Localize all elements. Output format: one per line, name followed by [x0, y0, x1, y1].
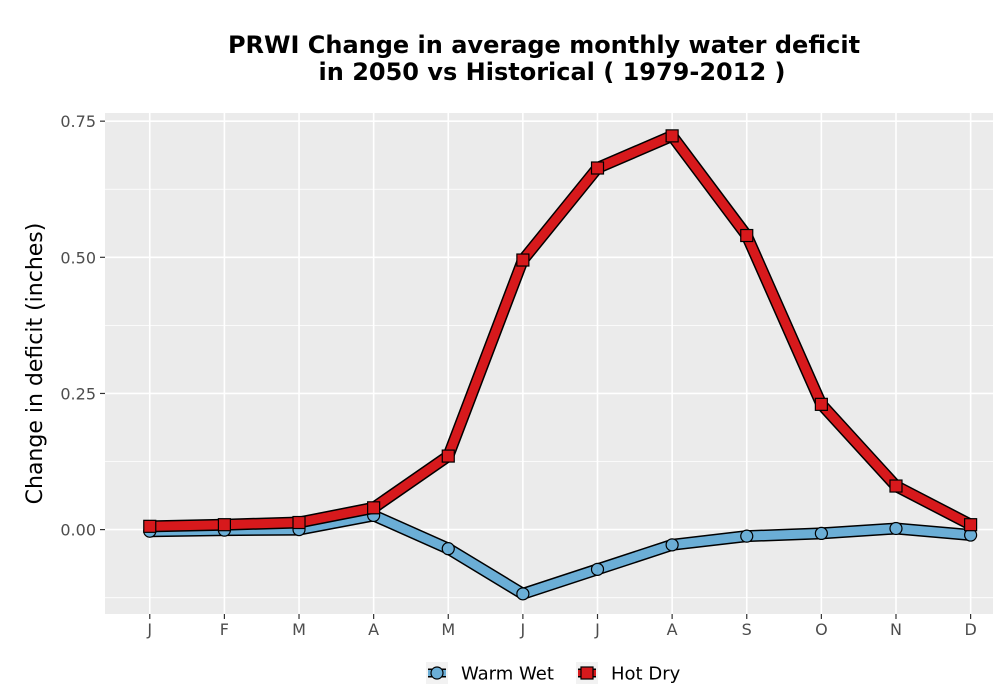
- data-point: [516, 253, 530, 267]
- legend-key-marker: [430, 666, 444, 680]
- y-tick-label: 0.25: [60, 384, 96, 403]
- data-point: [590, 161, 605, 175]
- data-point: [889, 479, 903, 493]
- chart-title: PRWI Change in average monthly water def…: [228, 31, 860, 86]
- data-point: [964, 518, 978, 532]
- data-point: [740, 529, 754, 543]
- data-point: [814, 397, 828, 411]
- data-point: [889, 521, 903, 536]
- x-tick-label: J: [520, 620, 526, 639]
- x-tick-label: J: [594, 620, 600, 639]
- series-line: [145, 510, 976, 599]
- y-axis: 0.00 0.25 0.50 0.75: [60, 112, 105, 540]
- data-point: [143, 519, 157, 533]
- data-point: [740, 228, 754, 243]
- x-tick-label: N: [890, 620, 902, 639]
- series-layer: [143, 129, 978, 601]
- x-tick-label: A: [667, 620, 678, 639]
- data-point: [590, 562, 605, 576]
- major-gridlines: [105, 113, 993, 614]
- data-point: [441, 542, 455, 556]
- legend-item-hot-dry: Hot Dry: [576, 662, 681, 685]
- chart-title-line-1: PRWI Change in average monthly water def…: [228, 31, 860, 59]
- x-tick-label: A: [368, 620, 379, 639]
- y-tick-label: 0.50: [60, 248, 96, 267]
- legend-key-marker: [580, 666, 594, 680]
- x-tick-label: M: [441, 620, 455, 639]
- legend: Warm Wet Hot Dry: [426, 662, 681, 685]
- x-tick-label: D: [964, 620, 976, 639]
- x-tick-label: F: [220, 620, 229, 639]
- data-point: [516, 587, 530, 601]
- legend-label: Hot Dry: [611, 664, 681, 685]
- data-point: [292, 515, 306, 530]
- y-tick-label: 0.75: [60, 112, 96, 131]
- data-point: [441, 449, 455, 463]
- x-tick-label: S: [742, 620, 752, 639]
- y-tick-label: 0.00: [60, 521, 96, 540]
- x-tick-label: O: [815, 620, 828, 639]
- series-hot-dry: [143, 129, 978, 533]
- chart-title-line-2: in 2050 vs Historical ( 1979-2012 ): [319, 58, 786, 86]
- minor-gridlines: [105, 188, 993, 599]
- plot-panel: [105, 113, 993, 614]
- x-tick-label: J: [146, 620, 152, 639]
- y-axis-label: Change in deficit (inches): [23, 223, 48, 505]
- data-point: [814, 526, 828, 541]
- legend-item-warm-wet: Warm Wet: [426, 662, 554, 685]
- series-line: [145, 131, 976, 531]
- data-point: [367, 501, 381, 515]
- data-point: [665, 538, 679, 552]
- x-tick-label: M: [292, 620, 306, 639]
- data-point: [665, 129, 679, 143]
- data-point: [217, 518, 231, 532]
- legend-label: Warm Wet: [461, 664, 554, 685]
